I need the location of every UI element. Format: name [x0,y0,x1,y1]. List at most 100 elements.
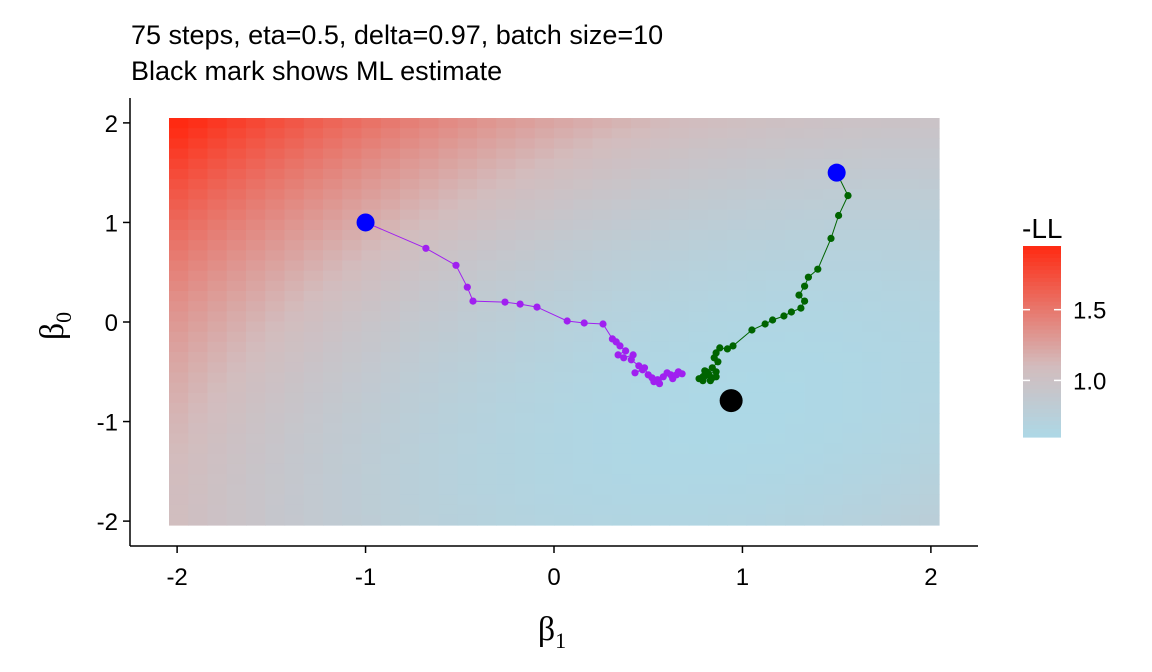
heatmap-cell [457,494,478,506]
heatmap-cell [246,423,266,435]
heatmap-cell [746,494,767,506]
heatmap-cell [785,250,805,262]
heatmap-cell [265,168,286,180]
heatmap-cell [804,372,825,384]
heatmap-cell [842,219,863,231]
heatmap-cell [438,504,459,516]
heatmap-cell [727,463,748,475]
heatmap-cell [400,392,420,404]
heatmap-cell [592,179,613,190]
heatmap-cell [323,290,343,302]
heatmap-cell [823,433,844,445]
heatmap-cell [554,301,574,312]
heatmap-cell [496,413,517,424]
heatmap-cell [650,118,671,129]
x-tick-label: -1 [355,564,376,591]
heatmap-cell [688,158,709,170]
heatmap-cell [727,189,748,201]
heatmap-cell [804,301,825,312]
heatmap-cell [765,260,786,272]
heatmap-cell [419,504,440,516]
heatmap-cell [380,270,401,282]
heatmap-cell [785,179,805,190]
heatmap-cell [246,229,266,241]
heatmap-cell [457,484,478,496]
heatmap-cell [226,474,247,485]
x-axis-subscript: 1 [555,628,566,653]
heatmap-cell [380,423,401,435]
heatmap-cell [477,260,497,272]
heatmap-cell [592,433,613,445]
heatmap-cell [207,382,228,394]
heatmap-cell [188,280,209,292]
heatmap-cell [400,423,420,435]
heatmap-cell [573,148,594,160]
heatmap-cell [804,290,825,302]
heatmap-cell [842,474,863,485]
heatmap-cell [438,179,459,190]
heatmap-cell [650,158,671,170]
path-point [640,364,649,372]
heatmap-cell [342,514,363,526]
heatmap-cell [515,118,536,129]
heatmap-cell [785,463,805,475]
heatmap-cell [361,138,382,150]
heatmap-cell [419,352,440,363]
heatmap-cell [323,118,343,129]
heatmap-cell [881,331,902,343]
heatmap-cell [862,433,882,445]
heatmap-cell [746,158,767,170]
heatmap-cell [669,179,690,190]
heatmap-cell [477,352,497,363]
heatmap-cell [727,321,748,333]
heatmap-cell [573,392,594,404]
heatmap-cell [650,331,671,343]
heatmap-cell [188,372,209,384]
heatmap-cell [727,413,748,424]
heatmap-cell [727,433,748,445]
heatmap-cell [765,352,786,363]
heatmap-cell [746,352,767,363]
heatmap-cell [900,423,921,435]
heatmap-cell [765,280,786,292]
heatmap-cell [477,321,497,333]
heatmap-cell [188,362,209,373]
heatmap-cell [842,514,863,526]
heatmap-cell [169,372,189,384]
heatmap-cell [554,362,574,373]
heatmap-cell [438,158,459,170]
heatmap-cell [380,229,401,241]
heatmap-cell [284,494,305,506]
heatmap-cell [169,423,189,435]
heatmap-cell [785,372,805,384]
heatmap-cell [669,229,690,241]
heatmap-cell [246,504,266,516]
heatmap-cell [727,219,748,231]
heatmap-cell [900,240,921,251]
legend-gradient-band [1023,321,1061,327]
heatmap-cell [361,301,382,312]
heatmap-cell [457,260,478,272]
heatmap-cell [746,240,767,251]
heatmap-cell [496,229,517,241]
heatmap-cell [592,219,613,231]
heatmap-cell [515,280,536,292]
heatmap-cell [746,484,767,496]
heatmap-cell [534,260,555,272]
heatmap-cell [515,321,536,333]
path-point [655,380,664,388]
heatmap-cell [477,301,497,312]
heatmap-cell [265,158,286,170]
heatmap-cell [554,250,574,262]
heatmap-cell [804,433,825,445]
heatmap-cell [823,494,844,506]
heatmap-cell [900,270,921,282]
heatmap-cell [226,199,247,211]
heatmap-cell [496,423,517,435]
heatmap-cell [419,443,440,455]
heatmap-cell [188,199,209,211]
heatmap-cell [823,179,844,190]
heatmap-cell [573,514,594,526]
heatmap-cell [919,240,940,251]
heatmap-cell [515,179,536,190]
